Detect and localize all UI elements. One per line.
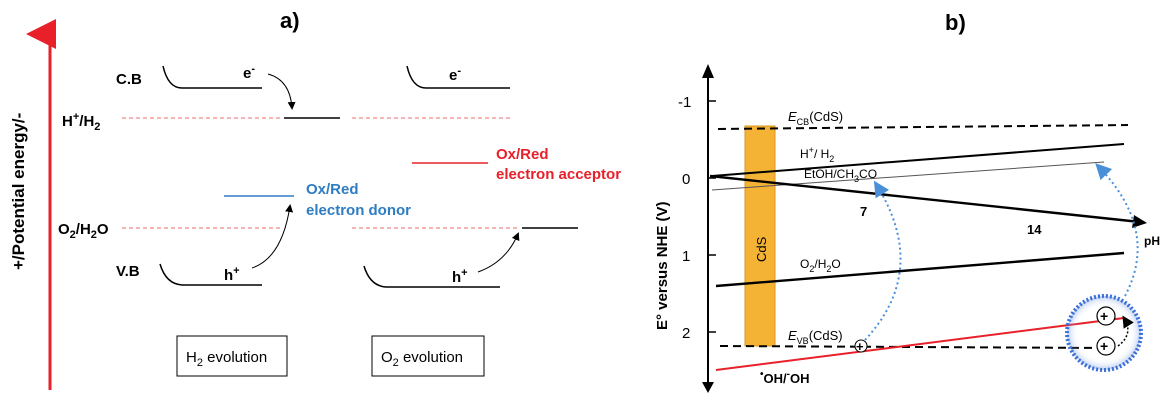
hole-marker-cds-plus: + [856,339,864,354]
y-tick-label-2: 2 [682,325,690,342]
h-level-label: H+/H2 [62,111,100,133]
ph-axis [709,174,1141,224]
cb-label: C.B [116,71,142,88]
cds-bar-label: CdS [754,236,769,262]
o2-evolution-label: O2 evolution [381,349,463,369]
etoh-potential-line [711,161,1105,191]
acceptor-label-2: electron acceptor [496,166,621,183]
ph-axis-label: pH [1144,234,1160,248]
y-axis-arrow-top [702,64,714,78]
ecb-label: ECB(CdS) [788,109,843,127]
oh-potential-line [715,317,1125,371]
evb-label: EVB(CdS) [788,328,843,346]
panel-a: a) +/Potential energy/- C.B e- e- H+/H2 … [9,8,621,390]
donor-label-1: Ox/Red [306,181,359,198]
valence-band-1 [159,263,262,286]
panel-b-label: b) [945,10,966,35]
hole-marker-lower [1096,336,1116,356]
hole-shift-arrow [1117,315,1134,347]
ph-tick-14: 14 [1027,222,1042,237]
oxygen-hole-arrow [477,232,520,273]
cds-bar [744,125,776,347]
hole-marker-cds [854,339,868,353]
panel-b: b) E° versus NHE (V) -1 0 1 2 CdS ECB(Cd… [654,10,1160,393]
hole-marker-upper-plus: + [1100,308,1108,324]
ph-axis-arrow [1132,215,1147,228]
y-axis-arrow-bottom [702,382,714,393]
o2-line-label: O2/H2O [800,257,841,274]
panel-a-label: a) [280,8,300,33]
hole-marker-lower-plus: + [1100,338,1108,354]
o2-potential-line [715,251,1125,288]
y-tick-label-0: 0 [682,171,690,188]
h2-evolution-box [176,335,288,377]
y-axis-label: E° versus NHE (V) [654,201,671,330]
o-level-label: O2/H2O [58,221,109,241]
ph-tick-7: 7 [860,204,867,219]
electron-label-1: e- [243,63,255,82]
ecb-dashed-line [717,124,1129,130]
vb-label: V.B [116,263,140,280]
acceptor-label-1: Ox/Red [496,146,549,163]
etoh-line-label: EtOH/CH3CO [804,167,877,184]
highlight-circle [1065,294,1143,372]
h2-evolution-label: H2 evolution [186,349,267,369]
donor-hole-arrow [251,204,294,269]
h2-line-label: H+/ H2 [800,145,834,164]
valence-band-2 [363,265,500,288]
hole-label-1: h+ [224,265,240,284]
hole-transfer-arrow-right [1095,163,1139,297]
conduction-band-1 [162,65,262,89]
y-tick-label-1: 1 [682,248,690,265]
h2-potential-line [711,143,1125,177]
o2-evolution-box [371,335,485,377]
potential-energy-axis-label: +/Potential energy/- [9,113,28,270]
electron-transfer-arrow [267,73,296,110]
donor-label-2: electron donor [306,202,411,219]
hole-label-2: h+ [452,267,468,286]
y-tick-label-m1: -1 [678,94,691,111]
electron-label-2: e- [449,65,461,84]
oh-line-label: •OH/-OH [760,369,809,386]
conduction-band-2 [406,65,510,89]
hole-marker-upper [1096,306,1116,326]
hole-transfer-arrow-cds [864,180,902,341]
evb-dashed-line [719,345,1107,349]
